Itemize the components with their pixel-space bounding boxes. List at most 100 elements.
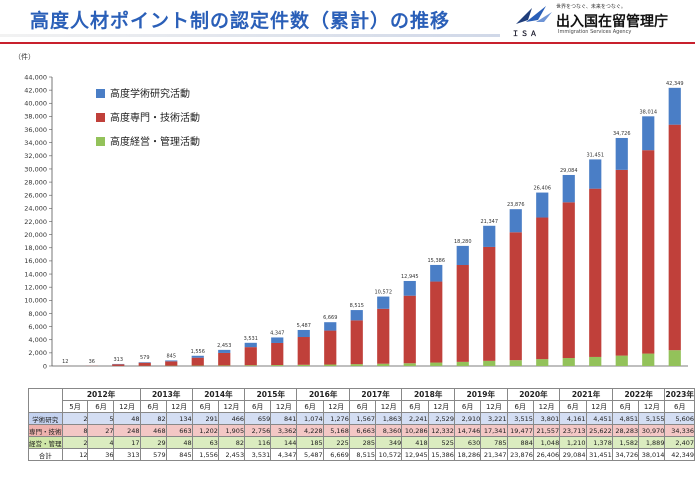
table-month-header: 5月 (61, 400, 89, 413)
bar-academic (589, 159, 602, 189)
table-month-header: 6月 (139, 400, 167, 413)
table-cell: 27 (87, 424, 115, 437)
bar-academic (456, 245, 469, 266)
table-cell: 10,286 (401, 424, 429, 437)
bar-business (562, 358, 575, 366)
legend-label-academic: 高度学術研究活動 (110, 87, 190, 100)
table-cell: 4,851 (611, 412, 640, 425)
table-cell: 1,276 (322, 412, 350, 425)
table-cell: 3,515 (506, 412, 534, 425)
table-cell: 3,801 (532, 412, 561, 425)
table-row: 専門・技術 8 27 248 468 663 1,202 1,905 2,756 3,362 4,2… (28, 424, 695, 437)
table-month-header: 12月 (532, 400, 561, 413)
table-cell: 2,241 (401, 412, 429, 425)
table-cell: 1,378 (585, 436, 613, 449)
table-cell: 225 (322, 436, 350, 449)
bar-business (297, 364, 310, 366)
bar-academic (297, 329, 310, 338)
bar-professional (668, 124, 681, 351)
bar-academic (615, 137, 628, 170)
bar-total-label: 12 (62, 359, 68, 365)
bar-academic (403, 280, 416, 296)
table-row-label: 経営・管理 (28, 436, 63, 449)
bar-professional (191, 357, 204, 366)
table-cell: 4,228 (296, 424, 324, 437)
table-cell: 466 (217, 412, 246, 425)
bar-total-label: 29,084 (560, 168, 578, 174)
table-month-header: 12月 (375, 400, 403, 413)
table-corner (28, 388, 63, 413)
table-month-header: 6月 (87, 400, 115, 413)
table-month-header: 6月 (401, 400, 429, 413)
bar-academic (430, 264, 443, 282)
page-title: 高度人材ポイント制の認定件数（累計）の推移 (30, 10, 451, 32)
y-tick-label: 28,000 (24, 178, 47, 186)
y-tick-label: 2,000 (28, 349, 47, 357)
bar-business (218, 365, 231, 366)
table-cell: 42,349 (664, 448, 695, 461)
y-tick-label: 14,000 (24, 270, 47, 278)
legend-swatch-academic (96, 89, 105, 98)
agency-logo: 世界をつなぐ、未来をつなぐ。 出入国在留管理庁 ＩＳＡ Immigration … (512, 2, 692, 42)
table-cell: 1,863 (375, 412, 403, 425)
y-tick-label: 36,000 (24, 126, 47, 134)
bar-total-label: 8,515 (350, 303, 364, 309)
table-cell: 38,014 (638, 448, 666, 461)
bar-professional (271, 342, 284, 366)
logo-tagline: 世界をつなぐ、未来をつなぐ。 (556, 4, 626, 10)
bar-total-label: 10,572 (375, 290, 393, 296)
table-cell: 579 (139, 448, 167, 461)
table-cell: 659 (244, 412, 272, 425)
bar-total-label: 15,386 (428, 258, 446, 264)
bar-total-label: 42,349 (666, 81, 684, 87)
table-cell: 2,910 (453, 412, 482, 425)
y-unit-label: （件） (14, 52, 35, 61)
bar-academic (536, 192, 549, 218)
data-table: 2012年 2013年 2014年 2015年 2016年 2017年 2018年 2019年… (28, 388, 695, 461)
table-cell: 468 (139, 424, 167, 437)
table-month-header: 12月 (427, 400, 455, 413)
table-year-header: 2012年 (61, 388, 141, 401)
table-year-header: 2022年 (611, 388, 666, 401)
bar-business (430, 362, 443, 366)
y-tick-label: 42,000 (24, 86, 47, 94)
table-month-header: 6月 (453, 400, 482, 413)
table-month-header: 12月 (638, 400, 666, 413)
bar-academic (377, 296, 390, 309)
bar-professional (642, 150, 655, 354)
table-month-header: 12月 (165, 400, 193, 413)
table-cell: 841 (270, 412, 298, 425)
table-cell: 845 (165, 448, 193, 461)
y-tick-label: 0 (43, 362, 47, 370)
table-cell: 17 (113, 436, 141, 449)
table-cell: 2 (61, 436, 89, 449)
table-cell: 4 (87, 436, 115, 449)
title-underline (0, 34, 500, 37)
table-year-header: 2017年 (348, 388, 403, 401)
table-cell: 34,726 (611, 448, 640, 461)
table-cell: 82 (217, 436, 246, 449)
bar-business (350, 364, 363, 366)
bar-professional (615, 169, 628, 356)
bar-business (403, 363, 416, 366)
table-row: 学術研究 2 5 48 82 134 291 466 659 841 1,074 1,276 1,567… (28, 412, 695, 425)
table-cell: 2,453 (217, 448, 246, 461)
legend-swatch-professional (96, 113, 105, 122)
bar-total-label: 34,726 (613, 131, 631, 137)
y-tick-label: 22,000 (24, 218, 47, 226)
bar-total-label: 6,669 (323, 315, 337, 321)
table-month-header: 6月 (559, 400, 587, 413)
table-cell: 10,572 (375, 448, 403, 461)
bar-total-label: 2,453 (217, 343, 231, 349)
table-cell: 285 (348, 436, 377, 449)
table-row: 経営・管理 2 4 17 29 48 63 82 116 144 185 225 285 349 418 52… (28, 436, 695, 449)
table-cell: 14,746 (453, 424, 482, 437)
bar-professional (430, 281, 443, 363)
table-cell: 28,283 (611, 424, 640, 437)
bar-total-label: 5,487 (297, 323, 311, 329)
table-year-row: 2012年 2013年 2014年 2015年 2016年 2017年 2018年 2019年… (28, 388, 695, 413)
table-cell: 21,347 (480, 448, 508, 461)
bar-total-label: 23,876 (507, 202, 525, 208)
table-cell: 134 (165, 412, 193, 425)
y-tick-label: 40,000 (24, 100, 47, 108)
